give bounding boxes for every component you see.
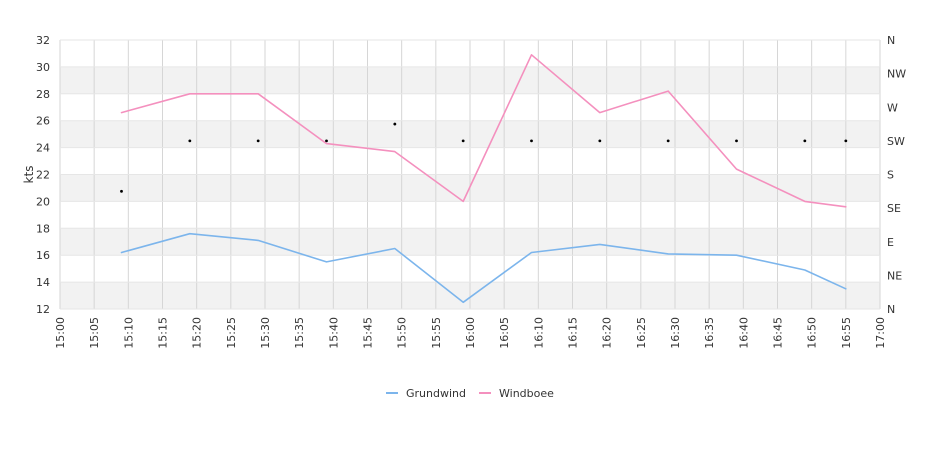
- x-tick-label: 16:40: [737, 317, 750, 349]
- legend-label: Grundwind: [406, 387, 466, 400]
- legend-item-windboee[interactable]: Windboee: [479, 387, 554, 400]
- direction-marker: [256, 139, 260, 143]
- x-tick-label: 16:50: [806, 317, 819, 349]
- y2-tick-label: E: [887, 236, 894, 249]
- x-tick-label: 16:35: [703, 317, 716, 349]
- y-tick-label: 12: [36, 303, 50, 316]
- x-tick-label: 16:25: [635, 317, 648, 349]
- x-tick-label: 16:20: [601, 317, 614, 349]
- x-tick-label: 16:30: [669, 317, 682, 349]
- direction-marker: [530, 139, 533, 143]
- y2-tick-label: SE: [887, 202, 901, 215]
- direction-marker: [120, 189, 123, 193]
- y-tick-label: 22: [36, 169, 50, 182]
- x-tick-label: 16:45: [772, 317, 785, 349]
- y-tick-label: 20: [36, 195, 50, 208]
- y-axis-left: 12 14 16 18 20 22 24 26 28 30 32: [36, 34, 50, 316]
- y2-tick-label: N: [887, 303, 895, 316]
- x-tick-label: 15:05: [88, 317, 101, 349]
- direction-marker: [393, 122, 397, 126]
- direction-marker: [325, 139, 328, 143]
- legend-item-grundwind[interactable]: Grundwind: [386, 387, 466, 400]
- direction-marker: [844, 139, 848, 143]
- x-tick-label: 15:15: [157, 317, 170, 349]
- direction-marker: [598, 139, 602, 143]
- y2-tick-label: N: [887, 34, 895, 47]
- y-tick-label: 30: [36, 61, 50, 74]
- y2-tick-label: SW: [887, 135, 905, 148]
- x-tick-label: 15:20: [191, 317, 204, 349]
- x-tick-label: 16:00: [464, 317, 477, 349]
- y-tick-label: 16: [36, 249, 50, 262]
- y2-tick-label: NE: [887, 269, 902, 282]
- y-tick-label: 14: [36, 276, 50, 289]
- x-tick-label: 15:30: [259, 317, 272, 349]
- legend: Grundwind Windboee: [386, 387, 554, 400]
- x-tick-label: 15:55: [430, 317, 443, 349]
- x-tick-label: 15:40: [327, 317, 340, 349]
- y-tick-label: 28: [36, 88, 50, 101]
- x-tick-label: 15:50: [396, 317, 409, 349]
- y2-tick-label: S: [887, 169, 894, 182]
- direction-marker: [188, 139, 192, 143]
- x-axis: 15:00 15:05 15:10 15:15 15:20 15:25 15:30 15:35…: [54, 317, 887, 349]
- x-tick-label: 15:45: [362, 317, 375, 349]
- series-line-grundwind[interactable]: [120, 232, 847, 304]
- series-group: [120, 53, 847, 304]
- x-tick-label: 16:15: [567, 317, 580, 349]
- x-tick-label: 17:00: [874, 317, 887, 349]
- x-tick-label: 15:10: [122, 317, 135, 349]
- series-line-windboee[interactable]: [120, 53, 847, 208]
- x-tick-label: 15:35: [293, 317, 306, 349]
- legend-label: Windboee: [499, 387, 554, 400]
- y2-tick-label: NW: [887, 68, 906, 81]
- x-tick-label: 16:05: [498, 317, 511, 349]
- direction-marker: [461, 139, 465, 143]
- x-tick-label: 15:00: [54, 317, 67, 349]
- x-tick-label: 16:55: [840, 317, 853, 349]
- y-tick-label: 32: [36, 34, 50, 47]
- horizontal-gridlines: [60, 39, 880, 310]
- direction-marker: [803, 139, 807, 143]
- y-tick-label: 26: [36, 115, 50, 128]
- y-tick-label: 24: [36, 142, 50, 155]
- y2-tick-label: W: [887, 101, 898, 114]
- y-axis-title: kts: [22, 166, 36, 184]
- direction-marker: [735, 139, 738, 143]
- y-tick-label: 18: [36, 222, 50, 235]
- direction-markers: [120, 122, 848, 193]
- direction-marker: [666, 139, 670, 143]
- x-tick-label: 16:10: [532, 317, 545, 349]
- y-axis-right: N NE E SE S SW W NW N: [887, 34, 906, 316]
- x-tick-label: 15:25: [225, 317, 238, 349]
